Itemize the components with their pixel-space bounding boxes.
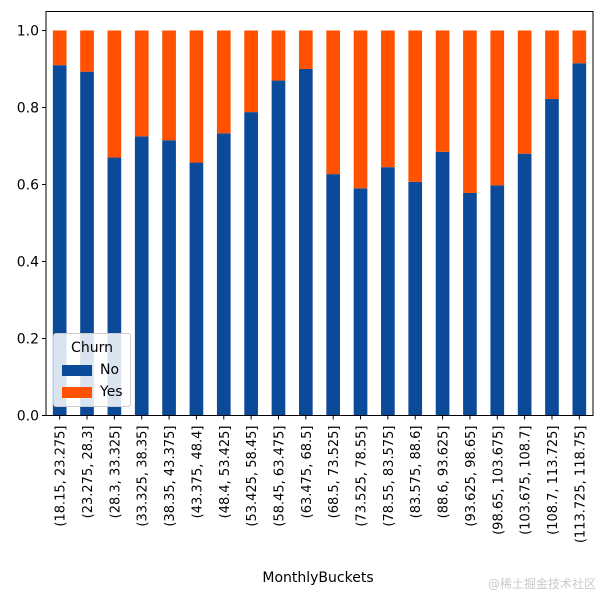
y-tick-label-2: 0.4	[17, 255, 39, 271]
bar-no-4	[162, 140, 176, 416]
x-axis: (18.15, 23.275] (23.275, 28.3] (28.3, 33.3…	[54, 415, 588, 544]
x-tick-label-9: (63.475, 68.5]	[300, 426, 315, 519]
x-tick-label-2: (28.3, 33.325]	[108, 426, 123, 519]
legend-item-yes: Yes	[62, 383, 123, 401]
bar-no-11	[353, 188, 368, 416]
bar-yes-5	[189, 30, 204, 163]
bar-yes-1	[80, 30, 94, 72]
bar-yes-4	[162, 30, 176, 141]
x-axis-label: MonthlyBuckets	[262, 570, 373, 586]
legend: Churn No Yes	[53, 333, 131, 407]
x-tick-label-17: (103.675, 108.7]	[519, 426, 534, 535]
bar-yes-3	[134, 30, 149, 137]
y-tick-label-5: 1.0	[17, 24, 39, 40]
bar-no-10	[326, 174, 341, 416]
x-tick-label-5: (43.375, 48.4]	[190, 426, 205, 519]
x-tick-label-10: (68.5, 73.525]	[327, 426, 342, 519]
bar-no-19	[572, 63, 587, 416]
x-tick-label-7: (53.425, 58.45]	[245, 426, 260, 527]
x-tick-label-11: (73.525, 78.55]	[355, 426, 370, 527]
bar-no-8	[271, 80, 286, 416]
legend-swatch-yes	[62, 386, 92, 398]
legend-label-no: No	[100, 362, 120, 378]
bar-yes-13	[408, 30, 423, 182]
bar-no-7	[244, 112, 258, 416]
legend-item-no: No	[62, 361, 119, 379]
bar-yes-6	[216, 30, 231, 134]
x-tick-label-0: (18.15, 23.275]	[54, 426, 69, 527]
x-tick-label-3: (33.325, 38.35]	[136, 426, 151, 527]
y-tick-label-1: 0.2	[17, 332, 39, 348]
y-tick-label-3: 0.6	[17, 178, 39, 194]
bar-no-12	[381, 167, 395, 416]
bar-no-3	[134, 136, 149, 416]
bar-yes-18	[545, 30, 559, 100]
bar-no-6	[216, 133, 231, 416]
x-tick-label-12: (78.55, 83.575]	[382, 426, 397, 527]
bar-yes-19	[572, 30, 587, 64]
x-tick-label-19: (113.725, 118.75]	[573, 426, 588, 544]
bar-yes-9	[298, 30, 313, 69]
legend-swatch-no	[62, 364, 92, 376]
legend-title: Churn	[71, 340, 113, 356]
bar-no-14	[435, 151, 450, 416]
x-tick-label-15: (93.625, 98.65]	[464, 426, 479, 527]
legend-label-yes: Yes	[100, 384, 123, 400]
bar-no-16	[490, 185, 505, 416]
x-tick-label-6: (48.4, 53.425]	[218, 426, 233, 519]
x-tick-label-4: (38.35, 43.375]	[163, 426, 178, 527]
x-tick-label-16: (98.65, 103.675]	[491, 426, 506, 535]
bar-yes-15	[463, 30, 477, 193]
bar-no-17	[517, 153, 532, 416]
x-tick-label-14: (88.6, 93.625]	[437, 426, 452, 519]
x-tick-label-8: (58.45, 63.475]	[272, 426, 287, 527]
bar-yes-11	[353, 30, 368, 189]
watermark: @稀土掘金技术社区	[487, 577, 596, 591]
bar-no-1	[80, 71, 94, 416]
bar-yes-17	[517, 30, 532, 154]
x-tick-label-1: (23.275, 28.3]	[81, 426, 96, 519]
y-axis: 0.0 0.2 0.4 0.6 0.8 1.0	[17, 24, 46, 425]
bar-no-13	[408, 181, 423, 416]
bar-yes-2	[107, 30, 122, 158]
x-tick-label-18: (108.7, 113.725]	[546, 426, 561, 535]
bar-no-5	[189, 162, 204, 416]
bar-yes-14	[435, 30, 450, 152]
x-tick-label-13: (83.575, 88.6]	[409, 425, 424, 518]
bar-no-18	[545, 99, 559, 416]
y-tick-label-4: 0.8	[17, 101, 39, 117]
bar-yes-0	[52, 30, 67, 66]
bar-yes-8	[271, 30, 286, 81]
bar-yes-7	[244, 30, 258, 113]
bar-no-15	[463, 192, 477, 416]
bar-yes-12	[381, 30, 395, 168]
bar-yes-10	[326, 30, 341, 175]
bars-group	[52, 30, 587, 416]
plot-frame	[45, 11, 594, 416]
y-tick-label-0: 0.0	[17, 409, 39, 425]
bar-yes-16	[490, 30, 505, 186]
bar-no-9	[298, 69, 313, 416]
bar-no-0	[52, 65, 67, 416]
